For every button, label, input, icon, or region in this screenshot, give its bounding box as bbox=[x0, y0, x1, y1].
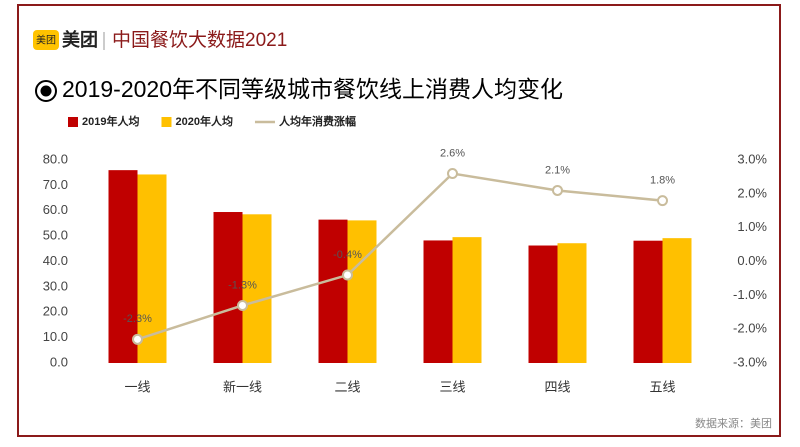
line-marker bbox=[132, 333, 143, 345]
bar bbox=[452, 237, 482, 363]
x-tick-label: 新一线 bbox=[223, 379, 262, 394]
subtitle: 中国餐饮大数据2021 bbox=[112, 29, 287, 51]
data-label: 1.8% bbox=[650, 175, 675, 187]
data-label: -0.4% bbox=[333, 249, 362, 261]
data-label: -2.3% bbox=[123, 313, 152, 325]
legend-swatch bbox=[161, 117, 172, 127]
bar bbox=[423, 240, 453, 363]
data-label: 2.1% bbox=[545, 164, 570, 176]
bar bbox=[633, 240, 663, 363]
x-tick-label: 一线 bbox=[124, 379, 150, 394]
y-tick-label: 60.0 bbox=[43, 202, 68, 217]
x-tick-label: 二线 bbox=[334, 379, 360, 394]
y-tick-label: 10.0 bbox=[43, 329, 68, 344]
y-tick-label: 0.0 bbox=[50, 354, 68, 369]
line-marker bbox=[342, 269, 353, 281]
bar bbox=[242, 214, 272, 363]
bar bbox=[347, 220, 377, 363]
chart-title: 2019-2020年不同等级城市餐饮线上消费人均变化 bbox=[62, 76, 563, 102]
bar bbox=[318, 219, 348, 363]
source: 数据来源：美团 bbox=[695, 416, 772, 430]
bar bbox=[108, 170, 138, 363]
bar bbox=[528, 245, 558, 363]
bar bbox=[557, 243, 587, 363]
y2-tick-label: 0.0% bbox=[737, 253, 767, 268]
line-marker bbox=[447, 168, 458, 180]
bar bbox=[662, 238, 692, 363]
legend-swatch bbox=[68, 117, 78, 127]
y-tick-label: 40.0 bbox=[43, 253, 68, 268]
y-tick-label: 20.0 bbox=[43, 304, 68, 319]
line-marker bbox=[657, 195, 668, 207]
y2-tick-label: -3.0% bbox=[733, 354, 767, 369]
legend-label: 2019年人均 bbox=[82, 114, 139, 128]
legend-label: 人均年消费涨幅 bbox=[279, 114, 356, 128]
data-label: -1.3% bbox=[228, 279, 257, 291]
y2-tick-label: 3.0% bbox=[737, 151, 767, 166]
legend-label: 2020年人均 bbox=[175, 114, 232, 128]
brand: 美团 bbox=[62, 29, 98, 50]
frame bbox=[17, 4, 781, 437]
y-tick-label: 30.0 bbox=[43, 278, 68, 293]
title-bullet bbox=[35, 80, 57, 102]
y-tick-label: 50.0 bbox=[43, 228, 68, 243]
y-tick-label: 70.0 bbox=[43, 177, 68, 192]
bar bbox=[213, 212, 243, 363]
y2-tick-label: 2.0% bbox=[737, 185, 767, 200]
y-tick-label: 80.0 bbox=[43, 151, 68, 166]
x-tick-label: 三线 bbox=[439, 379, 465, 394]
line-marker bbox=[237, 299, 248, 311]
line bbox=[137, 172, 663, 341]
y2-tick-label: -2.0% bbox=[733, 321, 767, 336]
x-tick-label: 四线 bbox=[544, 379, 570, 394]
y2-tick-label: 1.0% bbox=[737, 219, 767, 234]
logo-badge-text: 美团 bbox=[36, 34, 56, 47]
title-bullet-dot bbox=[40, 85, 52, 97]
data-label: 2.6% bbox=[440, 147, 465, 159]
line-marker bbox=[552, 184, 563, 196]
logo-badge bbox=[33, 30, 59, 50]
y2-tick-label: -1.0% bbox=[733, 287, 767, 302]
x-tick-label: 五线 bbox=[649, 379, 675, 394]
